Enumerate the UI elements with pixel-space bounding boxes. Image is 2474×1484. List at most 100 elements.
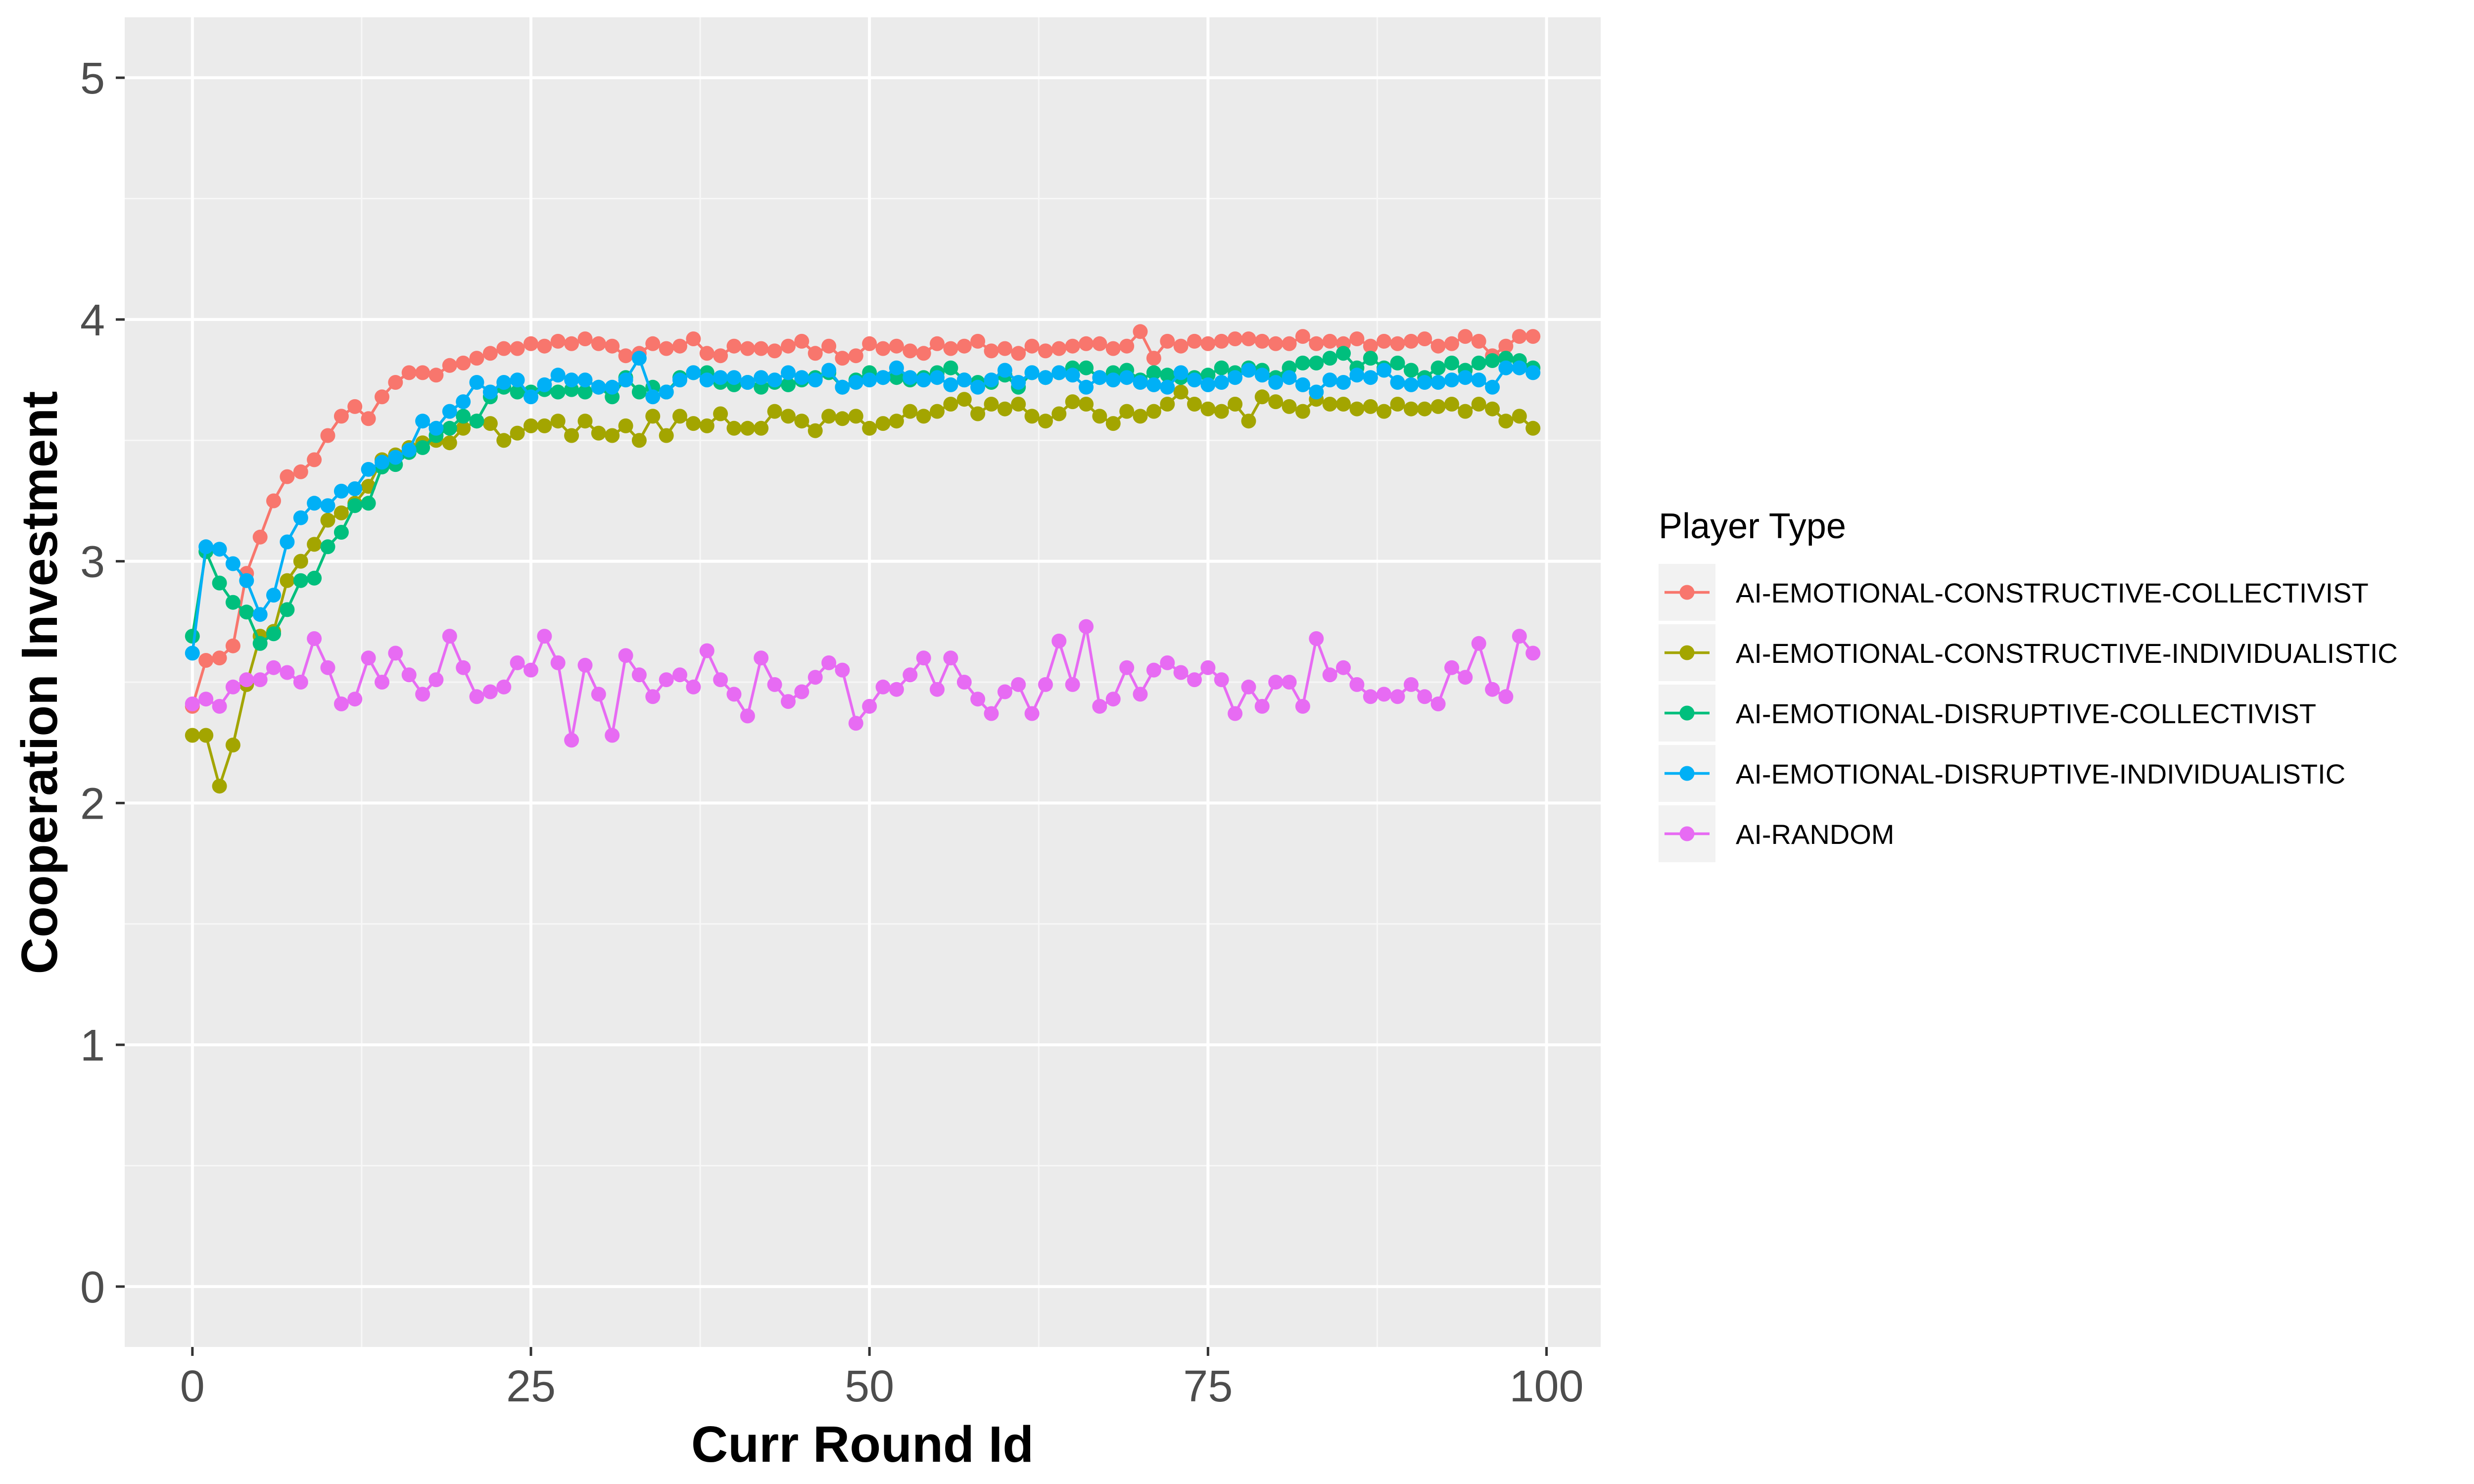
x-tick-label: 75 xyxy=(1183,1362,1233,1411)
data-point xyxy=(754,420,769,436)
data-point xyxy=(821,409,837,424)
data-point xyxy=(1444,336,1459,351)
data-point xyxy=(1485,682,1500,697)
data-point xyxy=(1430,360,1446,375)
data-point xyxy=(375,675,389,690)
data-point xyxy=(1214,404,1229,419)
data-point xyxy=(1430,375,1446,390)
data-point xyxy=(713,406,728,421)
data-point xyxy=(1349,368,1365,383)
data-point xyxy=(930,336,945,351)
data-point xyxy=(1268,336,1284,351)
series-4 xyxy=(185,351,1541,661)
data-point xyxy=(889,360,904,375)
legend-key-point xyxy=(1679,705,1695,721)
data-point xyxy=(1051,365,1067,380)
data-point xyxy=(862,372,877,388)
data-point xyxy=(1363,370,1378,385)
data-point xyxy=(523,418,538,433)
data-point xyxy=(415,365,430,380)
data-point xyxy=(1390,397,1405,412)
legend-label: AI-RANDOM xyxy=(1736,819,1894,850)
data-point xyxy=(1254,698,1270,714)
y-tick-label: 5 xyxy=(80,54,105,103)
data-point xyxy=(1458,404,1473,419)
data-point xyxy=(415,414,430,429)
data-point xyxy=(510,655,525,670)
data-point xyxy=(212,698,227,714)
data-point xyxy=(1322,333,1337,349)
data-point xyxy=(1268,675,1284,690)
data-point xyxy=(903,370,918,385)
data-point xyxy=(225,556,240,571)
data-point xyxy=(361,411,376,426)
data-point xyxy=(564,428,579,443)
data-point xyxy=(320,660,335,675)
data-point xyxy=(1214,333,1229,349)
data-point xyxy=(293,464,308,479)
data-point xyxy=(185,646,200,661)
data-point xyxy=(1011,346,1026,361)
x-tick-label: 50 xyxy=(845,1362,894,1411)
x-axis-title: Curr Round Id xyxy=(691,1416,1034,1473)
data-point xyxy=(1498,689,1514,704)
data-point xyxy=(1512,629,1527,644)
series-5 xyxy=(185,619,1541,748)
data-point xyxy=(808,372,823,388)
data-point xyxy=(1390,336,1405,351)
data-point xyxy=(1471,333,1486,349)
data-point xyxy=(496,433,512,448)
data-point xyxy=(415,440,430,455)
data-point xyxy=(1254,368,1270,383)
data-point xyxy=(794,684,809,699)
data-point xyxy=(862,698,877,714)
data-point xyxy=(1336,397,1351,412)
data-point xyxy=(1390,355,1405,371)
data-point xyxy=(916,372,931,388)
data-point xyxy=(1079,397,1094,412)
legend-title: Player Type xyxy=(1659,507,1846,546)
data-point xyxy=(1160,379,1175,395)
data-point xyxy=(212,542,227,557)
data-point xyxy=(1065,368,1080,383)
data-point xyxy=(1295,698,1310,714)
series-line xyxy=(191,625,1534,742)
series-group xyxy=(185,324,1541,794)
data-point xyxy=(361,650,376,666)
data-point xyxy=(280,665,295,680)
data-point xyxy=(442,420,457,436)
data-point xyxy=(320,539,335,555)
data-point xyxy=(333,525,349,540)
data-point xyxy=(1173,384,1189,400)
data-point xyxy=(726,370,742,385)
data-point xyxy=(577,372,593,388)
data-point xyxy=(198,728,214,743)
data-point xyxy=(1092,409,1107,424)
data-point xyxy=(1092,698,1107,714)
data-point xyxy=(1322,372,1337,388)
data-point xyxy=(821,338,837,354)
data-point xyxy=(781,338,796,354)
data-point xyxy=(808,423,823,438)
data-point xyxy=(956,372,972,388)
data-point xyxy=(1430,338,1446,354)
data-point xyxy=(889,414,904,429)
data-point xyxy=(1200,377,1216,392)
data-point xyxy=(456,409,471,424)
data-point xyxy=(198,539,214,555)
data-point xyxy=(591,379,606,395)
data-point xyxy=(1011,397,1026,412)
data-point xyxy=(1079,360,1094,375)
data-point xyxy=(645,389,661,405)
data-point xyxy=(550,333,566,349)
data-point xyxy=(1160,655,1175,670)
data-point xyxy=(591,425,606,441)
data-point xyxy=(428,420,444,436)
data-point xyxy=(930,682,945,697)
data-point xyxy=(726,420,742,436)
data-point xyxy=(631,667,647,683)
data-point xyxy=(848,716,863,731)
data-point xyxy=(347,692,363,707)
data-point xyxy=(767,404,782,419)
data-point xyxy=(307,570,322,586)
